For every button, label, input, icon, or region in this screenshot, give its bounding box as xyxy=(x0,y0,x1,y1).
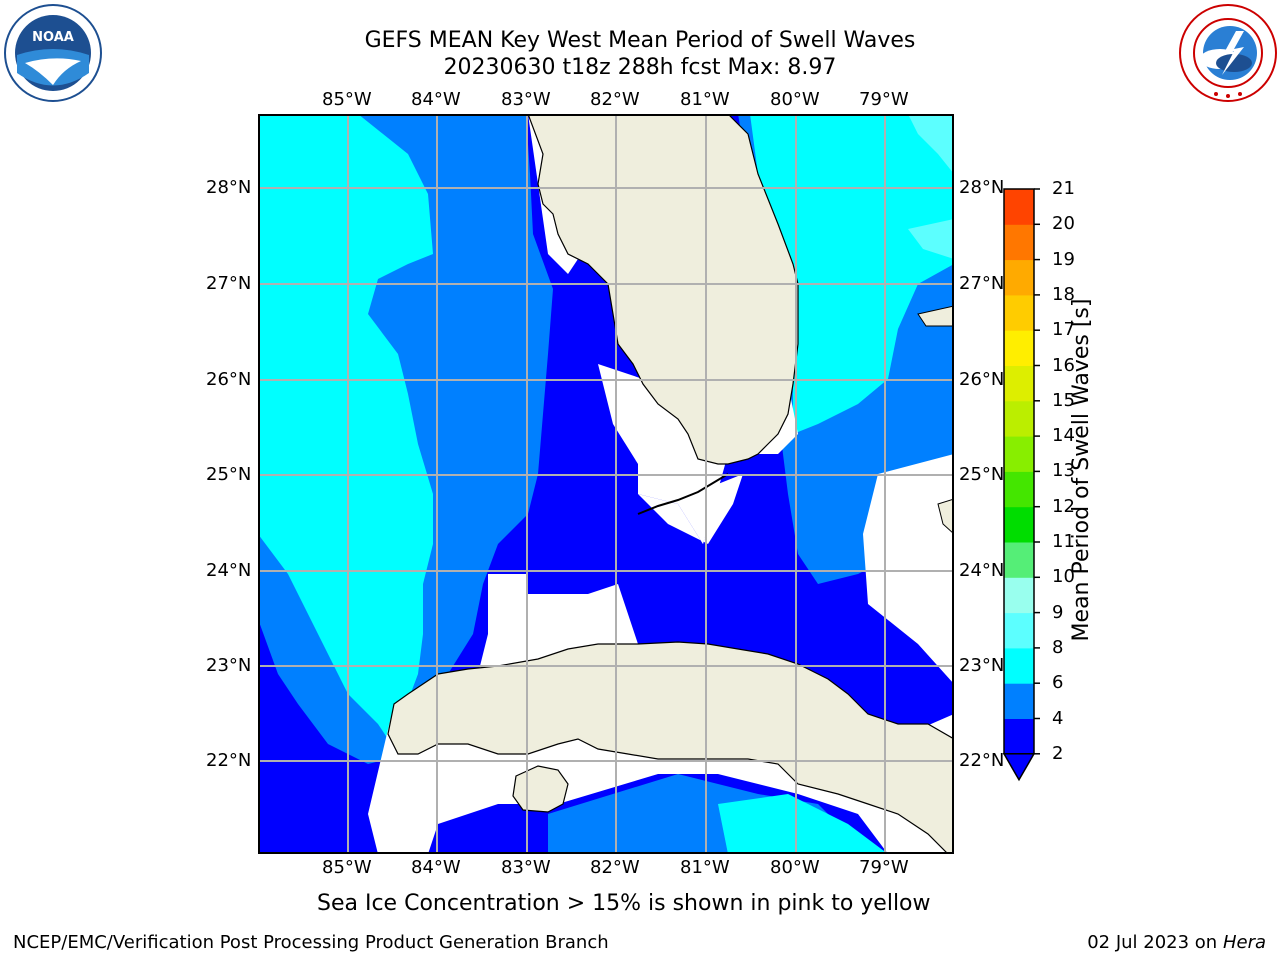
lat-label-left: 25°N xyxy=(206,464,252,485)
footer-host: Hera xyxy=(1222,932,1266,953)
lat-label-left: 27°N xyxy=(206,273,252,294)
colorbar-segment xyxy=(1004,330,1034,366)
footer-date: 02 Jul 2023 on Hera xyxy=(1087,933,1266,953)
contour-8-9-e xyxy=(908,219,954,259)
colorbar-segment xyxy=(1004,259,1034,296)
colorbar-tick-label: 4 xyxy=(1052,707,1064,729)
colorbar-segment xyxy=(1004,294,1034,331)
lon-label-bottom: 80°W xyxy=(770,857,820,878)
lon-label-bottom: 85°W xyxy=(322,857,372,878)
land-florida xyxy=(527,114,799,465)
colorbar-tick-label: 10 xyxy=(1052,566,1075,588)
colorbar-tick-label: 15 xyxy=(1052,389,1075,411)
colorbar-segment xyxy=(1004,224,1034,261)
colorbar-tick-label: 6 xyxy=(1052,672,1064,694)
map-frame xyxy=(258,114,954,854)
nodata-keys xyxy=(638,474,743,544)
lon-label-bottom: 82°W xyxy=(590,857,640,878)
colorbar-segment xyxy=(1004,189,1034,225)
colorbar-segment xyxy=(1004,400,1034,437)
contour-6-8-west xyxy=(258,114,433,754)
land-cuba xyxy=(387,641,954,854)
lon-label-bottom: 81°W xyxy=(680,857,730,878)
graticule xyxy=(258,114,954,854)
lon-label-top: 83°W xyxy=(501,89,551,110)
footer-date-text: 02 Jul 2023 on xyxy=(1087,932,1223,953)
colorbar-segment xyxy=(1004,471,1034,508)
colorbar-tick-label: 9 xyxy=(1052,601,1064,623)
colorbar-segment xyxy=(1004,506,1034,543)
colorbar-segment xyxy=(1004,542,1034,578)
map-title: GEFS MEAN Key West Mean Period of Swell … xyxy=(364,28,916,53)
lat-label-left: 24°N xyxy=(206,560,252,581)
colorbar-segment xyxy=(1004,365,1034,402)
colorbar-label: Mean Period of Swell Waves [s] xyxy=(1069,298,1094,642)
sea-ice-note: Sea Ice Concentration > 15% is shown in … xyxy=(317,891,931,916)
colorbar-segment xyxy=(1004,577,1034,614)
nws-logo xyxy=(1179,4,1277,102)
noaa-logo: NOAA xyxy=(4,4,102,102)
lat-label-left: 28°N xyxy=(206,177,252,198)
lon-label-bottom: 84°W xyxy=(411,857,461,878)
colorbar-tick-label: 18 xyxy=(1052,283,1075,305)
swell-period-map xyxy=(258,114,954,854)
map-subtitle: 20230630 t18z 288h fcst Max: 8.97 xyxy=(443,55,837,80)
lat-label-right: 27°N xyxy=(959,273,1005,294)
colorbar-segment xyxy=(1004,683,1034,719)
colorbar-tick-label: 21 xyxy=(1052,178,1075,199)
lon-label-top: 80°W xyxy=(770,89,820,110)
lat-label-right: 22°N xyxy=(959,750,1005,771)
lon-label-top: 81°W xyxy=(680,89,730,110)
colorbar-tick-label: 14 xyxy=(1052,425,1075,447)
contour-6-8-south xyxy=(718,794,888,854)
lat-label-right: 28°N xyxy=(959,177,1005,198)
land-bahamas xyxy=(937,498,954,535)
lat-label-right: 23°N xyxy=(959,655,1005,676)
colorbar-tick-label: 8 xyxy=(1052,636,1064,658)
colorbar-tick-label: 17 xyxy=(1052,319,1075,341)
colorbar-tick-label: 16 xyxy=(1052,354,1075,376)
lon-label-top: 84°W xyxy=(411,89,461,110)
lon-label-bottom: 79°W xyxy=(859,857,909,878)
lat-label-right: 25°N xyxy=(959,464,1005,485)
svg-text:NOAA: NOAA xyxy=(32,30,74,45)
lon-label-top: 85°W xyxy=(322,89,372,110)
lat-label-right: 24°N xyxy=(959,560,1005,581)
colorbar-segment xyxy=(1004,647,1034,684)
land-grand-bahama xyxy=(917,305,954,327)
colorbar-tick-label: 12 xyxy=(1052,495,1075,517)
footer-credit: NCEP/EMC/Verification Post Processing Pr… xyxy=(13,932,609,953)
colorbar-tick-label: 2 xyxy=(1052,742,1064,764)
lat-label-left: 23°N xyxy=(206,655,252,676)
lat-label-right: 26°N xyxy=(959,369,1005,390)
colorbar-tick-label: 11 xyxy=(1052,531,1075,552)
colorbar-segment xyxy=(1004,436,1034,472)
colorbar-tick-label: 20 xyxy=(1052,213,1075,235)
contour-8-9-ne xyxy=(908,114,954,174)
colorbar-tick-label: 13 xyxy=(1052,460,1075,482)
colorbar-segment xyxy=(1004,718,1034,755)
florida-keys xyxy=(637,473,729,515)
colorbar xyxy=(1002,188,1040,782)
contour-6-8-east xyxy=(750,114,954,434)
colorbar-extend-triangle xyxy=(1002,753,1036,782)
colorbar-tick-label: 19 xyxy=(1052,248,1075,270)
lon-label-bottom: 83°W xyxy=(501,857,551,878)
colorbar-segment xyxy=(1004,612,1034,649)
lon-label-top: 79°W xyxy=(859,89,909,110)
lat-label-left: 22°N xyxy=(206,750,252,771)
lon-label-top: 82°W xyxy=(590,89,640,110)
lat-label-left: 26°N xyxy=(206,369,252,390)
